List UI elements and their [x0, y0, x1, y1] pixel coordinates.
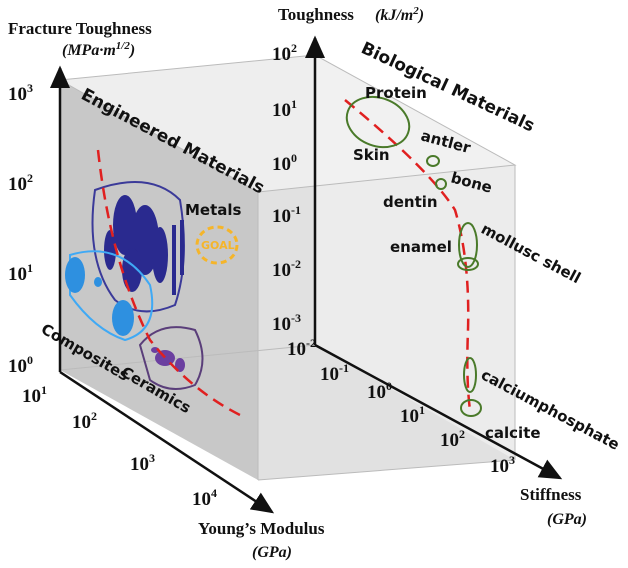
tick-base: 10: [272, 154, 291, 175]
fracture-unit: (MPa·m1/2): [62, 40, 135, 59]
figure: Fracture Toughness (MPa·m1/2) Toughness …: [0, 0, 628, 568]
goal-label: GOAL: [201, 239, 235, 252]
material-label: enamel: [390, 238, 452, 256]
tick-exponent: 1: [419, 403, 425, 417]
tick-base: 10: [320, 364, 339, 385]
tick-base: 10: [287, 339, 306, 360]
tick-base: 10: [72, 412, 91, 433]
tick-exponent: -1: [339, 361, 349, 375]
tick-label: 104: [192, 486, 217, 510]
tick-base: 10: [367, 382, 386, 403]
tick-exponent: 3: [27, 81, 33, 95]
fracture-title: Fracture Toughness: [8, 19, 152, 38]
material-label: calcite: [485, 424, 541, 442]
tick-label: 101: [8, 261, 33, 285]
tick-base: 10: [8, 174, 27, 195]
tick-base: 10: [272, 260, 291, 281]
tick-base: 10: [8, 356, 27, 377]
tick-exponent: 0: [386, 379, 392, 393]
tick-base: 10: [272, 206, 291, 227]
tick-exponent: 1: [291, 97, 297, 111]
tick-base: 10: [272, 44, 291, 65]
material-label: Skin: [353, 146, 390, 164]
tick-exponent: 2: [459, 427, 465, 441]
tick-exponent: 3: [149, 451, 155, 465]
tick-exponent: -3: [291, 311, 301, 325]
toughness-unit: (kJ/m2): [375, 5, 424, 24]
tick-exponent: 1: [41, 383, 47, 397]
modulus-unit: (GPa): [252, 544, 292, 561]
tick-base: 10: [272, 314, 291, 335]
material-label: dentin: [383, 193, 438, 211]
tick-label: 102: [72, 409, 97, 433]
tick-exponent: 0: [27, 353, 33, 367]
tick-exponent: 2: [291, 41, 297, 55]
tick-base: 10: [490, 456, 509, 477]
toughness-title: Toughness: [278, 5, 354, 24]
tick-label: 101: [22, 383, 47, 407]
tick-exponent: 1: [27, 261, 33, 275]
tick-exponent: 3: [509, 453, 515, 467]
tick-label: 103: [490, 453, 515, 477]
tick-exponent: -2: [306, 336, 316, 350]
tick-label: 103: [8, 81, 33, 105]
tick-exponent: -2: [291, 257, 301, 271]
tick-base: 10: [22, 386, 41, 407]
tick-exponent: 4: [211, 486, 217, 500]
tick-label: 103: [130, 451, 155, 475]
tick-base: 10: [440, 430, 459, 451]
tick-base: 10: [8, 264, 27, 285]
tick-exponent: 2: [27, 171, 33, 185]
stiffness-unit: (GPa): [547, 511, 587, 528]
tick-base: 10: [130, 454, 149, 475]
tick-exponent: 0: [291, 151, 297, 165]
stiffness-title: Stiffness: [520, 485, 582, 504]
tick-base: 10: [192, 489, 211, 510]
material-label: Protein: [365, 84, 427, 102]
tick-base: 10: [8, 84, 27, 105]
tick-base: 10: [272, 100, 291, 121]
tick-exponent: -1: [291, 203, 301, 217]
tick-exponent: 2: [91, 409, 97, 423]
modulus-title: Young’s Modulus: [198, 519, 325, 538]
metals-label: Metals: [185, 201, 242, 219]
tick-label: 102: [8, 171, 33, 195]
tick-base: 10: [400, 406, 419, 427]
tick-label: 100: [8, 353, 33, 377]
